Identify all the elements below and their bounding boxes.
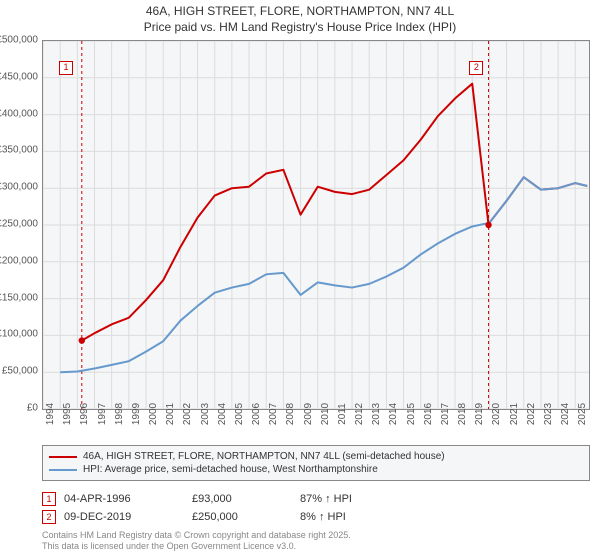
x-tick-label: 1997: [97, 403, 108, 425]
y-tick-label: £350,000: [0, 145, 38, 156]
transactions-table: 1 04-APR-1996 £93,000 87% ↑ HPI 2 09-DEC…: [42, 490, 410, 526]
chart-title-line2: Price paid vs. HM Land Registry's House …: [0, 20, 600, 36]
x-tick-label: 2025: [577, 403, 588, 425]
legend: 46A, HIGH STREET, FLORE, NORTHAMPTON, NN…: [42, 445, 590, 481]
attribution: Contains HM Land Registry data © Crown c…: [42, 530, 351, 553]
y-tick-label: £300,000: [0, 182, 38, 193]
legend-label-hpi: HPI: Average price, semi-detached house,…: [83, 464, 378, 475]
transaction-price: £250,000: [192, 511, 292, 523]
x-tick-label: 2016: [423, 403, 434, 425]
transaction-delta: 8% ↑ HPI: [300, 511, 410, 523]
x-tick-label: 2014: [388, 403, 399, 425]
y-tick-label: £200,000: [0, 255, 38, 266]
x-tick-label: 1995: [62, 403, 73, 425]
x-tick-label: 2008: [285, 403, 296, 425]
transaction-price: £93,000: [192, 493, 292, 505]
legend-swatch-property: [49, 456, 77, 458]
table-row: 2 09-DEC-2019 £250,000 8% ↑ HPI: [42, 508, 410, 526]
x-tick-label: 2009: [303, 403, 314, 425]
x-tick-label: 2013: [371, 403, 382, 425]
legend-label-property: 46A, HIGH STREET, FLORE, NORTHAMPTON, NN…: [83, 451, 445, 462]
x-tick-label: 1996: [79, 403, 90, 425]
x-tick-label: 2021: [509, 403, 520, 425]
y-tick-label: £500,000: [0, 35, 38, 46]
x-tick-label: 2000: [148, 403, 159, 425]
x-tick-label: 2010: [320, 403, 331, 425]
chart-title-line1: 46A, HIGH STREET, FLORE, NORTHAMPTON, NN…: [0, 4, 600, 20]
transaction-marker-2: 2: [42, 510, 56, 524]
x-tick-label: 2011: [337, 403, 348, 425]
chart-area: £0£50,000£100,000£150,000£200,000£250,00…: [42, 40, 590, 410]
y-tick-label: £250,000: [0, 219, 38, 230]
transaction-delta: 87% ↑ HPI: [300, 493, 410, 505]
x-tick-label: 2017: [440, 403, 451, 425]
attribution-line1: Contains HM Land Registry data © Crown c…: [42, 530, 351, 541]
y-tick-label: £50,000: [2, 366, 38, 377]
y-tick-label: £100,000: [0, 329, 38, 340]
x-tick-label: 2018: [457, 403, 468, 425]
x-tick-label: 2001: [165, 403, 176, 425]
x-tick-label: 1998: [114, 403, 125, 425]
x-tick-label: 2020: [491, 403, 502, 425]
legend-item-hpi: HPI: Average price, semi-detached house,…: [49, 463, 583, 476]
x-tick-label: 2022: [526, 403, 537, 425]
x-tick-label: 2019: [474, 403, 485, 425]
y-tick-label: £150,000: [0, 292, 38, 303]
plot-region: [42, 40, 590, 410]
y-tick-label: £0: [27, 403, 38, 414]
y-tick-label: £450,000: [0, 71, 38, 82]
transaction-date: 04-APR-1996: [64, 493, 184, 505]
chart-marker-2: 2: [469, 61, 483, 75]
legend-item-property: 46A, HIGH STREET, FLORE, NORTHAMPTON, NN…: [49, 450, 583, 463]
x-tick-label: 2006: [251, 403, 262, 425]
x-tick-label: 2002: [182, 403, 193, 425]
attribution-line2: This data is licensed under the Open Gov…: [42, 541, 351, 552]
x-tick-label: 2015: [406, 403, 417, 425]
transaction-marker-1: 1: [42, 492, 56, 506]
x-tick-label: 2003: [200, 403, 211, 425]
x-tick-label: 2004: [217, 403, 228, 425]
x-tick-label: 1999: [131, 403, 142, 425]
x-tick-label: 2005: [234, 403, 245, 425]
y-tick-label: £400,000: [0, 108, 38, 119]
chart-marker-1: 1: [59, 61, 73, 75]
x-tick-label: 1994: [45, 403, 56, 425]
legend-swatch-hpi: [49, 469, 77, 471]
x-tick-label: 2024: [560, 403, 571, 425]
x-tick-label: 2023: [543, 403, 554, 425]
x-tick-label: 2012: [354, 403, 365, 425]
x-tick-label: 2007: [268, 403, 279, 425]
transaction-date: 09-DEC-2019: [64, 511, 184, 523]
table-row: 1 04-APR-1996 £93,000 87% ↑ HPI: [42, 490, 410, 508]
